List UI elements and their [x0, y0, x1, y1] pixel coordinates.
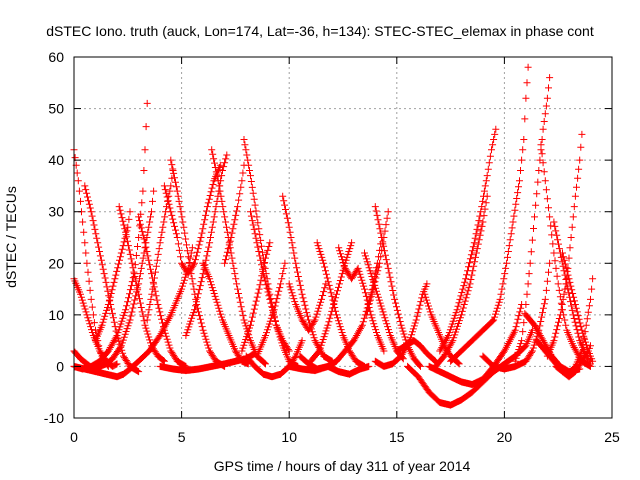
y-tick-label: 10 — [48, 307, 64, 323]
x-tick-label: 5 — [178, 429, 186, 445]
series-markers — [135, 213, 190, 370]
x-tick-label: 15 — [389, 429, 405, 445]
data-series — [70, 146, 112, 370]
series-markers — [543, 130, 586, 360]
data-series — [285, 280, 330, 334]
series-markers — [253, 259, 289, 360]
y-tick-label: 50 — [48, 101, 64, 117]
data-series — [285, 362, 373, 378]
series-markers — [285, 280, 330, 334]
data-series — [221, 161, 248, 267]
series-markers — [247, 208, 293, 355]
x-tick-label: 20 — [497, 429, 513, 445]
series-markers — [143, 167, 177, 324]
series-markers — [393, 337, 439, 365]
series-markers — [285, 362, 373, 378]
data-series — [199, 259, 252, 368]
series-markers — [313, 239, 368, 370]
data-points — [70, 63, 597, 409]
y-tick-label: 20 — [48, 255, 64, 271]
y-tick-label: 60 — [48, 49, 64, 65]
data-series — [425, 301, 526, 388]
series-markers — [199, 259, 252, 368]
data-series — [115, 203, 168, 365]
data-series — [92, 208, 134, 345]
y-axis-label: dSTEC / TECUs — [3, 186, 19, 288]
series-markers — [221, 161, 248, 267]
x-tick-label: 0 — [70, 429, 78, 445]
series-markers — [511, 74, 554, 365]
data-series — [253, 259, 289, 360]
data-series — [135, 213, 190, 370]
data-series — [238, 239, 274, 355]
data-series — [70, 99, 151, 373]
data-series — [543, 130, 586, 360]
series-markers — [436, 125, 500, 355]
data-series — [436, 125, 500, 355]
series-markers — [70, 99, 151, 373]
data-series — [559, 249, 597, 365]
data-series — [537, 141, 594, 370]
plot-border — [73, 56, 613, 419]
data-series — [447, 63, 532, 365]
series-markers — [238, 239, 274, 355]
data-series — [511, 74, 554, 365]
axis-ticks: 0 5 10 15 20 25 -10 0 10 20 30 40 50 60 — [44, 49, 620, 445]
chart-title: dSTEC Iono. truth (auck, Lon=174, Lat=-3… — [46, 23, 594, 39]
series-markers — [447, 63, 532, 365]
x-axis-label: GPS time / hours of day 311 of year 2014 — [214, 458, 471, 474]
x-tick-label: 10 — [281, 429, 297, 445]
data-series — [247, 208, 293, 355]
grid — [74, 57, 612, 418]
y-tick-label: 40 — [48, 152, 64, 168]
series-markers — [559, 249, 597, 365]
data-series — [371, 203, 424, 370]
y-tick-label: 30 — [48, 204, 64, 220]
data-series — [143, 167, 177, 324]
x-tick-label: 25 — [604, 429, 620, 445]
series-markers — [70, 146, 112, 370]
series-markers — [92, 208, 134, 345]
series-markers — [115, 203, 168, 365]
data-series — [313, 239, 368, 370]
series-markers — [537, 141, 594, 370]
y-tick-label: -10 — [44, 410, 64, 426]
series-markers — [425, 301, 526, 388]
data-series — [393, 337, 439, 365]
y-tick-label: 0 — [56, 358, 64, 374]
series-markers — [371, 203, 424, 370]
